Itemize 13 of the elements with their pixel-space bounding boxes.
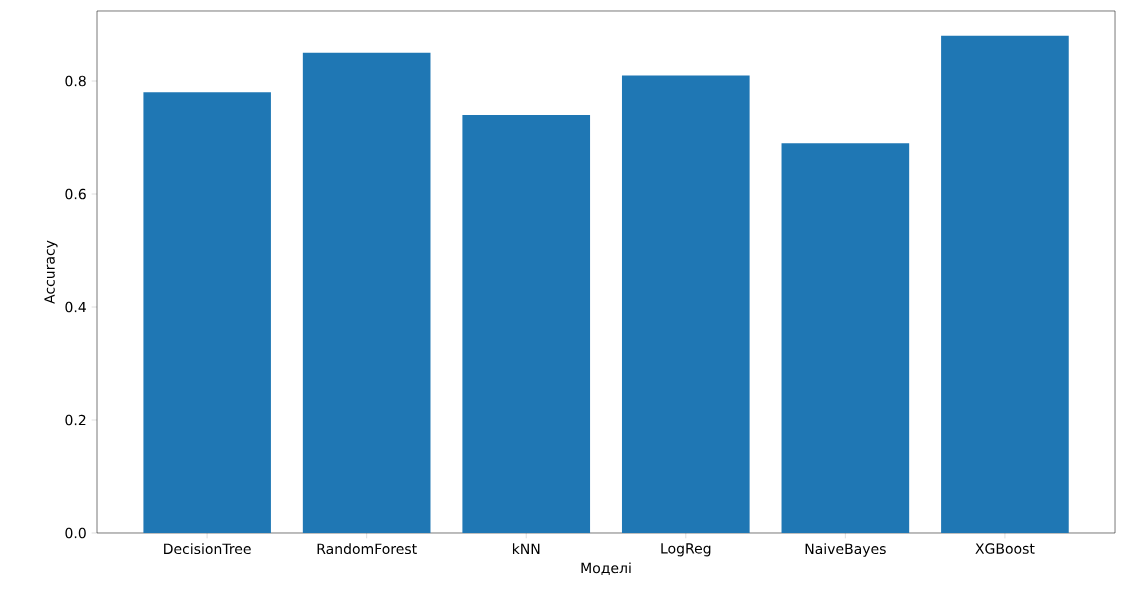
- x-tick-label: NaiveBayes: [805, 543, 886, 557]
- x-axis-title: Моделі: [581, 562, 631, 575]
- y-axis-title: Accuracy: [44, 240, 58, 304]
- y-tick-label: 0.6: [65, 188, 86, 200]
- x-tick-label: LogReg: [661, 543, 711, 557]
- y-tick-label: 0.2: [65, 414, 86, 426]
- x-tick-label: DecisionTree: [164, 543, 251, 555]
- x-tick-label: kNN: [512, 543, 540, 554]
- y-tick-label: 0.0: [65, 527, 86, 539]
- y-tick-label: 0.8: [65, 75, 86, 87]
- x-tick-label: RandomForest: [317, 543, 417, 555]
- x-tick-label: XGBoost: [975, 543, 1035, 554]
- y-tick-label: 0.4: [65, 301, 86, 313]
